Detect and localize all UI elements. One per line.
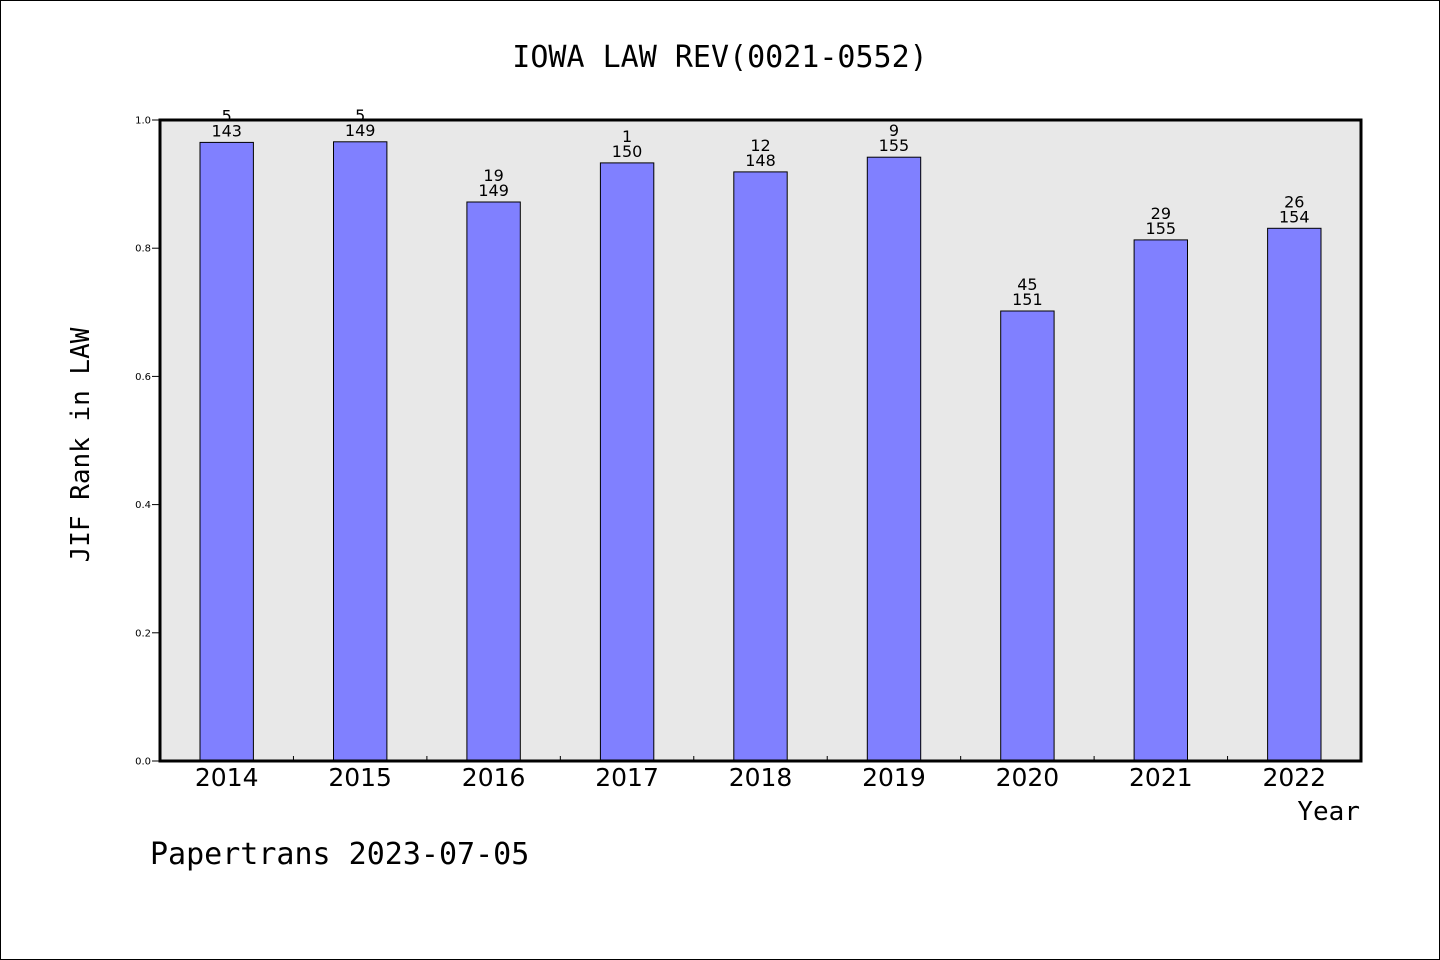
x-axis-label: Year — [1297, 797, 1360, 827]
y-tick-label: 0.8 — [135, 244, 151, 255]
bar-series — [199, 141, 1322, 762]
x-tick-label: 2016 — [462, 763, 526, 792]
x-tick-label: 2021 — [1129, 763, 1193, 792]
bar-rank-label: 12 — [750, 136, 770, 155]
bar-2016 — [466, 201, 521, 762]
bar-2014 — [199, 141, 254, 762]
chart-title: IOWA LAW REV(0021-0552) — [512, 40, 927, 75]
bar-2020 — [1000, 310, 1055, 762]
bar-total-label: 154 — [1279, 207, 1310, 226]
bar-total-label: 143 — [211, 121, 242, 140]
bar-rank-label: 45 — [1017, 275, 1037, 294]
y-axis-label: JIF Rank in LAW — [66, 327, 96, 562]
y-tick-label: 1.0 — [135, 116, 151, 127]
bar-rank-label: 29 — [1151, 204, 1171, 223]
bar-total-label: 150 — [612, 142, 643, 161]
x-axis: 2014 2015 2016 2017 2018 2019 2020 2021 2022 — [195, 756, 1326, 792]
x-tick-label: 2018 — [729, 763, 793, 792]
bar-2018 — [733, 171, 788, 762]
bar-rank-label: 1 — [622, 127, 632, 146]
y-tick-label: 0.6 — [135, 372, 151, 383]
plot-border — [158, 118, 1363, 763]
bar-total-label: 151 — [1012, 290, 1043, 309]
bar-rank-label: 26 — [1284, 192, 1304, 211]
footer-text: Papertrans 2023-07-05 — [150, 837, 529, 872]
bar-2021 — [1133, 239, 1188, 762]
bar-2015 — [333, 141, 388, 762]
x-tick-label: 2022 — [1262, 763, 1326, 792]
bar-total-label: 149 — [478, 181, 509, 200]
x-tick-label: 2015 — [328, 763, 392, 792]
bar-rank-label: 5 — [222, 106, 232, 125]
bar-2022 — [1267, 227, 1322, 762]
y-axis: 0.0 0.2 0.4 0.6 0.8 1.0 — [135, 116, 160, 768]
x-tick-label: 2017 — [595, 763, 659, 792]
bar-rank-label: 5 — [355, 106, 365, 125]
bar-2019 — [866, 156, 922, 762]
bar-total-label: 155 — [879, 136, 910, 155]
x-tick-label: 2020 — [996, 763, 1060, 792]
y-tick-label: 0.2 — [135, 628, 151, 639]
y-tick-label: 0.0 — [135, 757, 151, 768]
bar-total-label: 149 — [345, 121, 376, 140]
y-tick-label: 0.4 — [135, 500, 151, 511]
x-tick-label: 2019 — [862, 763, 926, 792]
x-tick-label: 2014 — [195, 763, 259, 792]
bar-2017 — [599, 162, 655, 762]
bar-total-label: 155 — [1146, 219, 1177, 238]
bar-rank-label: 19 — [483, 166, 503, 185]
bar-total-label: 148 — [745, 151, 776, 170]
bar-rank-label: 9 — [889, 121, 899, 140]
